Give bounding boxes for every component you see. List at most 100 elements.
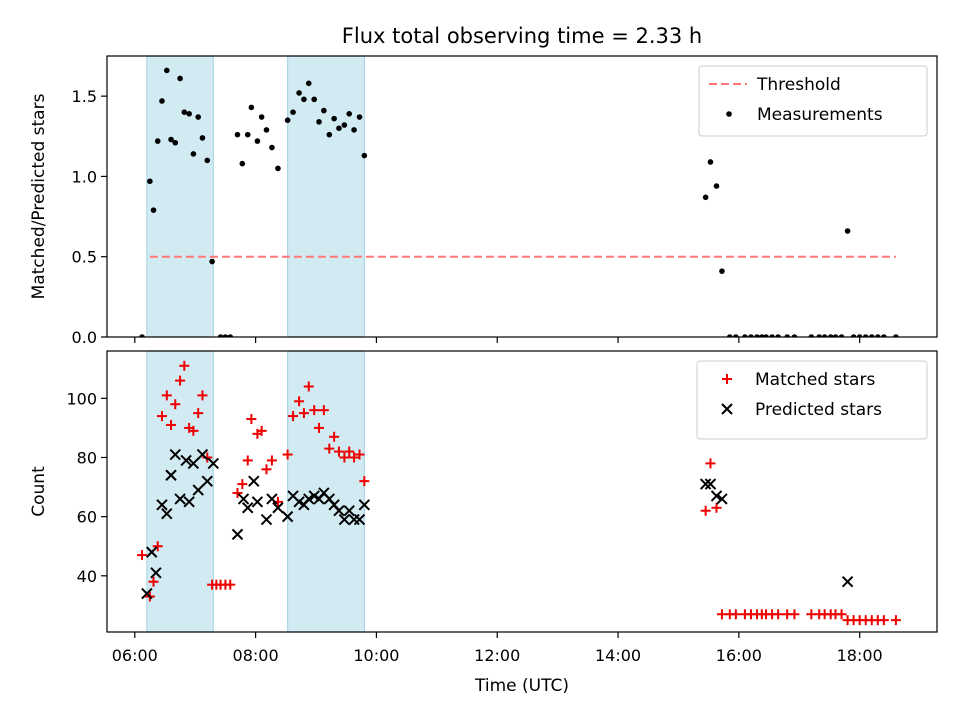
data-point [227, 334, 234, 337]
data-point [356, 114, 363, 120]
data-point [339, 452, 350, 463]
data-point [359, 476, 370, 487]
y-tick-label: 1.0 [72, 167, 97, 186]
data-point [808, 334, 815, 337]
x-marker-stroke-b [358, 499, 371, 511]
data-point [159, 98, 165, 104]
x-tick-label: 06:00 [112, 646, 158, 665]
plot-area [137, 360, 901, 626]
data-point [699, 478, 712, 490]
x-marker-stroke-b [323, 493, 336, 505]
x-marker-stroke-b [192, 484, 204, 496]
data-point [827, 334, 834, 337]
legend-box [698, 65, 928, 137]
x-marker-stroke-b [242, 502, 254, 514]
legend: Threshold Measurements [698, 65, 928, 137]
data-point [727, 334, 733, 337]
data-point [195, 114, 202, 120]
y-tick-label: 0.0 [72, 328, 97, 347]
data-point [832, 334, 839, 337]
data-point [217, 334, 224, 337]
data-point [266, 493, 278, 505]
data-point [773, 609, 784, 620]
data-point [263, 127, 270, 133]
data-point [141, 587, 153, 600]
data-point [881, 334, 887, 337]
data-point [180, 454, 192, 467]
y-tick-label: 80 [77, 448, 97, 467]
data-point [343, 505, 355, 517]
y-axis-label: Count [29, 466, 49, 517]
y-tick-label: 40 [77, 567, 97, 586]
data-point [199, 135, 206, 141]
data-point [890, 615, 901, 626]
data-point [296, 90, 302, 96]
x-tick-label: 16:00 [716, 646, 762, 665]
data-point [850, 334, 857, 337]
data-point [161, 390, 172, 401]
data-point [816, 334, 823, 337]
observing-window-span [146, 55, 214, 338]
x-marker-stroke-b [183, 496, 195, 508]
data-point [716, 493, 728, 505]
x-marker-stroke-b [287, 490, 299, 502]
data-point [290, 109, 296, 115]
data-point [237, 493, 250, 505]
x-marker-stroke-b [237, 493, 250, 505]
bottom-panel: 06:00 08:00 10:00 12:00 14:00 16:00 18:00 40 60 8… [29, 350, 938, 665]
data-point [784, 334, 790, 337]
x-marker-stroke-b [716, 493, 728, 505]
data-point [260, 513, 273, 526]
data-point [152, 541, 163, 552]
x-marker-stroke-b [338, 513, 351, 526]
data-point [838, 334, 845, 337]
data-point [281, 510, 294, 523]
data-point [192, 484, 204, 496]
data-point [702, 194, 709, 201]
data-point [222, 334, 229, 337]
data-point [258, 114, 265, 120]
x-marker-stroke-b [333, 505, 345, 517]
data-point [166, 419, 177, 430]
data-point [186, 111, 192, 117]
data-point [193, 408, 204, 419]
data-point [239, 160, 246, 167]
x-marker-stroke-b [207, 457, 220, 470]
plot-area [139, 67, 899, 337]
data-point [875, 334, 881, 337]
data-point [836, 609, 847, 620]
x-marker-stroke-b [710, 490, 723, 502]
x-tick-label: 18:00 [837, 646, 883, 665]
legend-series-label: Predicted stars [755, 400, 882, 420]
data-point [321, 107, 327, 114]
data-point [336, 125, 342, 132]
data-point [333, 446, 344, 457]
data-point [156, 411, 167, 422]
data-point [202, 452, 213, 463]
data-point [763, 334, 769, 337]
data-point [244, 131, 251, 138]
data-point [354, 449, 365, 460]
data-point [254, 138, 261, 144]
data-point [175, 375, 186, 386]
data-point [207, 457, 220, 470]
data-point [165, 469, 177, 481]
data-point [301, 96, 307, 103]
data-point [282, 449, 293, 460]
x-marker-stroke-b [308, 490, 320, 502]
data-point [705, 458, 716, 469]
data-point [789, 609, 800, 620]
data-point [190, 151, 197, 157]
data-point [209, 258, 215, 265]
x-marker-stroke-b [293, 496, 305, 508]
y-axis-label: Matched/Predicted stars [29, 93, 49, 299]
data-point [150, 207, 157, 213]
data-point [331, 115, 337, 122]
data-point [759, 334, 765, 337]
x-marker-stroke-b [266, 493, 278, 505]
top-panel: 0.0 0.5 1.0 1.5 Matched/Predicted stars Thres… [29, 55, 938, 347]
data-point [862, 334, 869, 337]
data-point [311, 96, 317, 103]
